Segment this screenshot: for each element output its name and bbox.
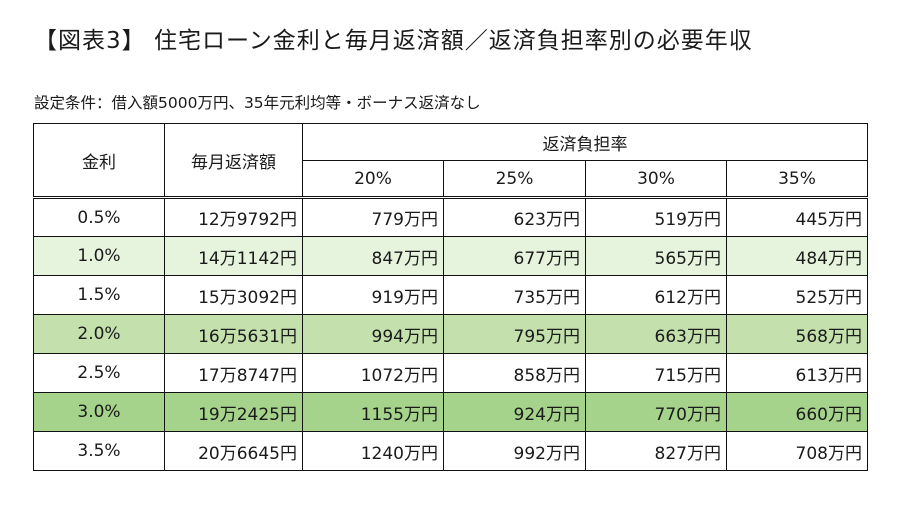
income-cell-25: 677万円	[443, 236, 586, 276]
income-cell-25: 735万円	[443, 275, 586, 315]
income-cell-35: 708万円	[726, 431, 868, 471]
header-row-ratios: 20% 25% 30% 35%	[34, 160, 868, 199]
monthly-payment-cell: 16万5631円	[164, 314, 303, 354]
income-cell-30: 663万円	[585, 314, 727, 354]
income-cell-20: 994万円	[302, 314, 444, 354]
header-ratio-25: 25%	[443, 160, 586, 199]
income-cell-35: 525万円	[726, 275, 868, 315]
income-cell-30: 519万円	[585, 197, 727, 237]
income-cell-20: 1155万円	[302, 392, 444, 432]
table-row: 1.5% 15万3092円 919万円 735万円 612万円 525万円	[33, 275, 868, 315]
header-rate: 金利	[33, 123, 165, 199]
income-cell-25: 924万円	[443, 392, 586, 432]
header-ratio-30: 30%	[585, 160, 727, 199]
income-cell-25: 623万円	[443, 197, 586, 237]
monthly-payment-cell: 19万2425円	[164, 392, 303, 432]
header-row-top: 金利 毎月返済額 返済負担率	[33, 123, 868, 199]
table-row: 0.5% 12万9792円 779万円 623万円 519万円 445万円	[33, 197, 868, 237]
income-cell-20: 1240万円	[302, 431, 444, 471]
rate-cell: 3.0%	[33, 392, 165, 432]
table-row: 2.5% 17万8747円 1072万円 858万円 715万円 613万円	[33, 353, 868, 393]
table-row: 2.0% 16万5631円 994万円 795万円 663万円 568万円	[33, 314, 868, 354]
figure-title: 【図表3】 住宅ローン金利と毎月返済額／返済負担率別の必要年収	[34, 28, 753, 54]
table-row: 1.0% 14万1142円 847万円 677万円 565万円 484万円	[33, 236, 868, 276]
header-ratio-20: 20%	[302, 160, 444, 199]
rate-cell: 3.5%	[33, 431, 165, 471]
income-cell-20: 1072万円	[302, 353, 444, 393]
income-cell-35: 445万円	[726, 197, 868, 237]
table-row: 3.0% 19万2425円 1155万円 924万円 770万円 660万円	[33, 392, 868, 432]
income-cell-30: 827万円	[585, 431, 727, 471]
income-cell-35: 660万円	[726, 392, 868, 432]
rate-cell: 2.0%	[33, 314, 165, 354]
income-cell-30: 565万円	[585, 236, 727, 276]
conditions-note: 設定条件：借入額5000万円、35年元利均等・ボーナス返済なし	[34, 94, 481, 112]
monthly-payment-cell: 17万8747円	[164, 353, 303, 393]
income-cell-20: 847万円	[302, 236, 444, 276]
monthly-payment-cell: 14万1142円	[164, 236, 303, 276]
income-cell-30: 715万円	[585, 353, 727, 393]
income-cell-35: 613万円	[726, 353, 868, 393]
income-cell-30: 770万円	[585, 392, 727, 432]
monthly-payment-cell: 12万9792円	[164, 197, 303, 237]
monthly-payment-cell: 20万6645円	[164, 431, 303, 471]
header-burden-ratio: 返済負担率	[302, 123, 868, 161]
income-cell-25: 992万円	[443, 431, 586, 471]
rate-cell: 0.5%	[33, 197, 165, 237]
income-cell-30: 612万円	[585, 275, 727, 315]
income-table: 金利 毎月返済額 返済負担率 20% 25% 30% 35% 0.5% 12万9…	[33, 123, 868, 471]
income-cell-20: 779万円	[302, 197, 444, 237]
table-row: 3.5% 20万6645円 1240万円 992万円 827万円 708万円	[33, 431, 868, 471]
income-cell-25: 858万円	[443, 353, 586, 393]
income-cell-35: 484万円	[726, 236, 868, 276]
header-ratio-35: 35%	[726, 160, 868, 199]
income-cell-20: 919万円	[302, 275, 444, 315]
header-monthly-payment: 毎月返済額	[164, 123, 303, 199]
rate-cell: 1.0%	[33, 236, 165, 276]
rate-cell: 2.5%	[33, 353, 165, 393]
monthly-payment-cell: 15万3092円	[164, 275, 303, 315]
income-cell-35: 568万円	[726, 314, 868, 354]
rate-cell: 1.5%	[33, 275, 165, 315]
income-cell-25: 795万円	[443, 314, 586, 354]
